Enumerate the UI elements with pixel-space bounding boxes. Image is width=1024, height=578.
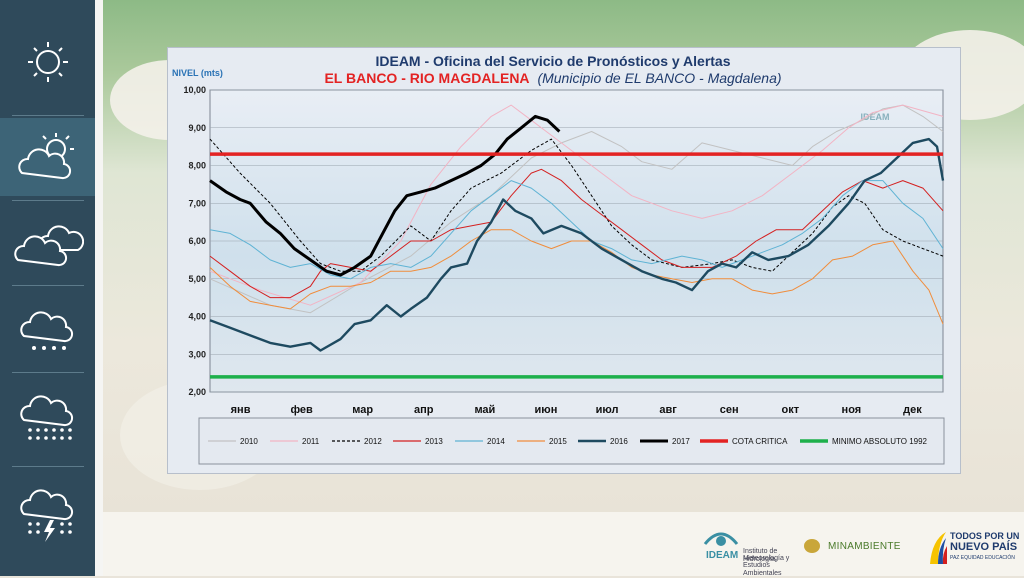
sidebar-item-heavy-rain[interactable] — [12, 388, 84, 448]
series-line-2015 — [209, 229, 944, 325]
sidebar-item-thunderstorm[interactable] — [12, 484, 84, 544]
todos-por-un-nuevo-pais-logo: TODOS POR UN NUEVO PAÍS PAZ EQUIDAD EDUC… — [928, 528, 1024, 570]
legend-label-s2011: 2011 — [302, 437, 320, 446]
sidebar-item-light-rain[interactable] — [12, 298, 84, 358]
legend-label-s2015: 2015 — [549, 437, 567, 446]
sidebar-item-sun[interactable] — [12, 32, 84, 92]
series-line-2016 — [209, 137, 945, 352]
y-tick-label: 4,00 — [188, 312, 206, 322]
paz-equidad-educacion-text: PAZ EQUIDAD EDUCACIÓN — [950, 555, 1015, 561]
x-tick-label: окт — [781, 404, 799, 416]
legend-label-cota: COTA CRITICA — [732, 437, 788, 446]
x-tick-label: сен — [720, 404, 739, 416]
colombia-flag-swoosh-icon — [930, 532, 947, 564]
cloudy-icon — [14, 225, 85, 267]
sun-icon — [28, 42, 68, 82]
chart-title: IDEAM - Oficina del Servicio de Pronósti… — [375, 53, 730, 69]
x-tick-label: июл — [596, 404, 619, 416]
x-tick-label: ноя — [842, 404, 862, 416]
sidebar-item-partly-cloudy[interactable] — [12, 127, 84, 187]
sidebar-divider — [12, 285, 84, 286]
legend-label-s2010: 2010 — [240, 437, 258, 446]
ideam-logo-line-3: Estudios Ambientales — [743, 562, 782, 577]
x-tick-label: фев — [290, 404, 313, 416]
legend-label-s2012: 2012 — [364, 437, 382, 446]
threshold-lines — [210, 152, 943, 379]
x-tick-label: мар — [352, 404, 373, 416]
series-line-2011 — [209, 104, 944, 306]
series-line-2017 — [209, 114, 561, 277]
chart-subtitle-station: EL BANCO - RIO MAGDALENA — [324, 70, 529, 86]
colombia-shield-icon — [804, 539, 820, 553]
light-rain-icon — [20, 311, 74, 350]
ideam-logo-name: IDEAM — [706, 550, 739, 561]
x-tick-labels: янв фев мар апр май июн июл авг сен окт ноя дек — [231, 404, 923, 416]
legend-label-s2013: 2013 — [425, 437, 443, 446]
x-tick-label: июн — [535, 404, 558, 416]
y-tick-label: 2,00 — [188, 387, 206, 397]
ideam-eye-icon — [703, 532, 739, 546]
sidebar-border — [95, 0, 103, 576]
minambiente-logo: MINAMBIENTE — [800, 536, 905, 564]
ideam-logo-line-2: Meteorología y — [743, 555, 790, 562]
partly-cloudy-icon — [18, 133, 74, 180]
legend-label-s2016: 2016 — [610, 437, 628, 446]
chart-subtitle-municipality: (Municipio de EL BANCO - Magdalena) — [537, 70, 781, 86]
x-tick-label: дек — [903, 404, 922, 416]
x-tick-label: авг — [659, 404, 677, 416]
legend-label-s2014: 2014 — [487, 437, 505, 446]
sidebar-divider — [12, 200, 84, 201]
minambiente-text: MINAMBIENTE — [828, 541, 901, 552]
todos-por-un-text: TODOS POR UN — [950, 531, 1020, 541]
chart-subtitle: EL BANCO - RIO MAGDALENA (Municipio de E… — [324, 70, 781, 86]
gridlines — [210, 89, 943, 393]
heavy-rain-icon — [20, 395, 74, 440]
legend-label-minimo: MINIMO ABSOLUTO 1992 — [832, 437, 928, 446]
legend-label-s2017: 2017 — [672, 437, 690, 446]
y-tick-label: 5,00 — [188, 274, 206, 284]
y-tick-label: 6,00 — [188, 236, 206, 246]
series-line-2012 — [209, 138, 944, 272]
x-tick-label: май — [474, 404, 495, 416]
sidebar — [0, 0, 95, 576]
series-line-2010 — [209, 104, 944, 314]
sidebar-divider — [12, 115, 84, 116]
ideam-logo: IDEAM Instituto de Hidrología, Meteorolo… — [703, 524, 793, 577]
y-tick-label: 7,00 — [188, 198, 206, 208]
y-axis-label: NIVEL (mts) — [172, 68, 223, 78]
series-line-2014 — [209, 180, 944, 280]
y-tick-labels: 10,00 9,00 8,00 7,00 6,00 5,00 4,00 3,00 2,00 — [183, 85, 206, 397]
watermark-logo: IDEAM — [861, 112, 890, 122]
legend: 2010 2011 2012 2013 2014 2015 2016 2017 COTA CRI… — [208, 437, 928, 446]
nuevo-pais-text: NUEVO PAÍS — [950, 541, 1018, 553]
ideam-logo-line-1: Instituto de Hidrología, — [743, 548, 778, 563]
x-tick-label: янв — [231, 404, 251, 416]
footer-bar — [103, 512, 1024, 576]
sidebar-divider — [12, 466, 84, 467]
y-tick-label: 8,00 — [188, 161, 206, 171]
y-tick-label: 10,00 — [183, 85, 206, 95]
series-lines — [209, 104, 945, 352]
sidebar-item-cloudy[interactable] — [12, 210, 85, 270]
sidebar-divider — [12, 372, 84, 373]
thunderstorm-icon — [20, 489, 74, 542]
y-tick-label: 9,00 — [188, 123, 206, 133]
y-tick-label: 3,00 — [188, 349, 206, 359]
x-tick-label: апр — [414, 404, 434, 416]
